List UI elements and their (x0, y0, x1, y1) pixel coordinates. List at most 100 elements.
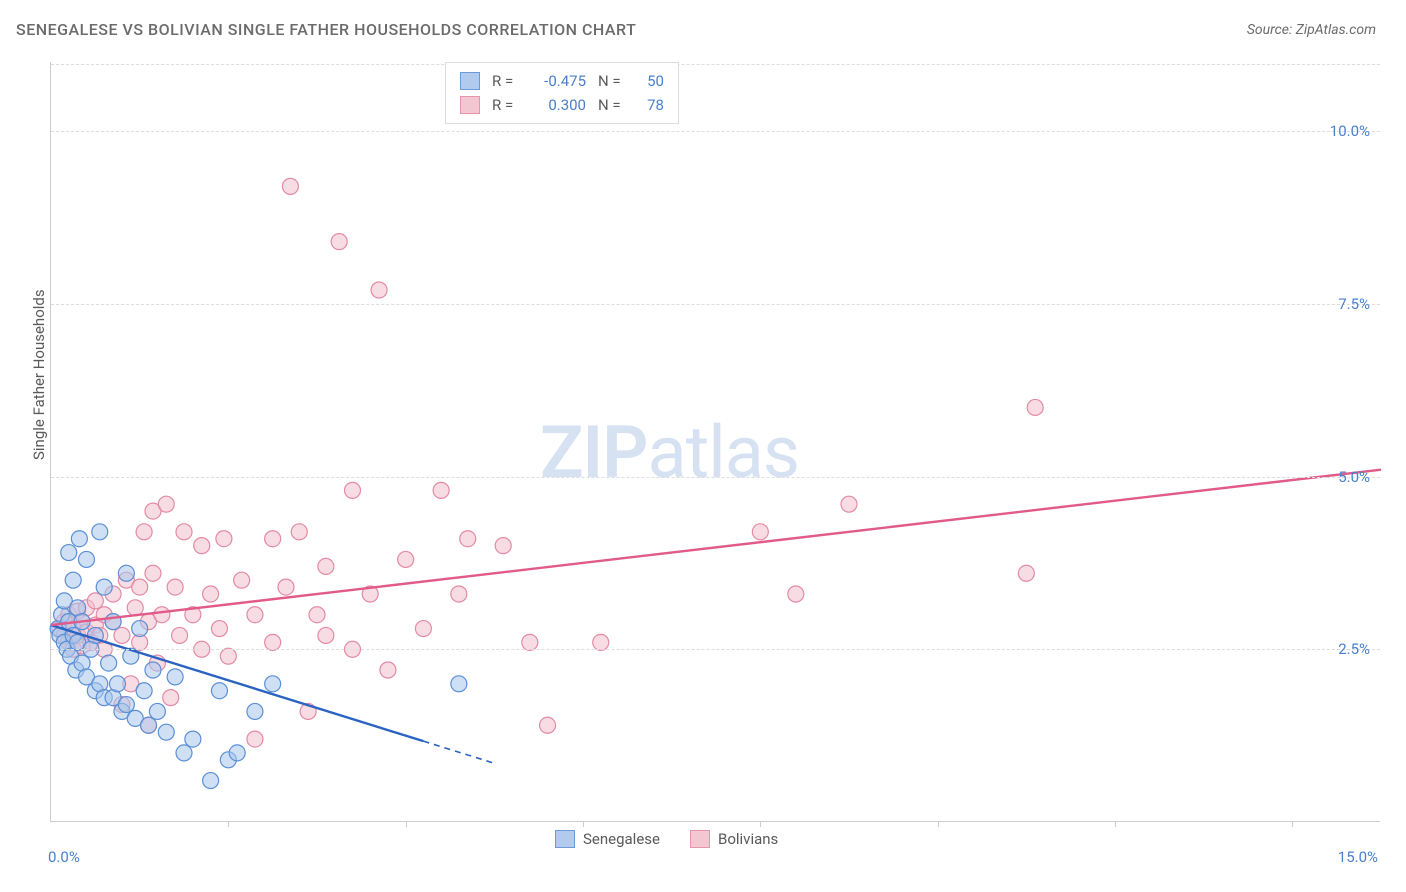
legend-r-senegalese: -0.475 (528, 69, 586, 93)
scatter-point (451, 676, 467, 692)
x-origin-label: 0.0% (48, 848, 80, 866)
legend-r-label-2: R = (492, 93, 520, 117)
x-tick-mark (1292, 821, 1293, 827)
legend-item-senegalese: Senegalese (555, 830, 660, 848)
scatter-point (154, 607, 170, 623)
legend-swatch-senegalese-bottom (555, 830, 575, 848)
scatter-point (1027, 399, 1043, 415)
scatter-point (203, 773, 219, 789)
gridline (51, 131, 1380, 132)
x-tick-mark (1115, 821, 1116, 827)
legend-r-label: R = (492, 69, 520, 93)
legend-swatch-senegalese (460, 72, 480, 90)
scatter-point (71, 531, 87, 547)
scatter-point (118, 565, 134, 581)
scatter-point (380, 662, 396, 678)
scatter-point (247, 607, 263, 623)
series-label-bolivians: Bolivians (718, 830, 778, 848)
scatter-point (371, 282, 387, 298)
scatter-point (176, 745, 192, 761)
scatter-point (265, 531, 281, 547)
scatter-point (265, 634, 281, 650)
scatter-point (61, 545, 77, 561)
legend-n-label: N = (598, 69, 626, 93)
scatter-point (398, 551, 414, 567)
plot-svg (51, 62, 1380, 821)
scatter-point (163, 690, 179, 706)
gridline (51, 304, 1380, 305)
x-max-label: 15.0% (1338, 848, 1378, 866)
scatter-point (234, 572, 250, 588)
scatter-point (158, 496, 174, 512)
legend-correlation: R = -0.475 N = 50 R = 0.300 N = 78 (445, 62, 679, 124)
scatter-point (145, 662, 161, 678)
scatter-point (344, 482, 360, 498)
scatter-point (87, 593, 103, 609)
legend-row-senegalese: R = -0.475 N = 50 (460, 69, 664, 93)
scatter-point (176, 524, 192, 540)
scatter-point (291, 524, 307, 540)
legend-swatch-bolivians-bottom (690, 830, 710, 848)
y-tick-label: 5.0% (1338, 468, 1370, 486)
gridline (51, 477, 1380, 478)
scatter-point (247, 703, 263, 719)
scatter-point (495, 538, 511, 554)
scatter-point (522, 634, 538, 650)
scatter-point (185, 731, 201, 747)
legend-swatch-bolivians (460, 96, 480, 114)
scatter-point (194, 538, 210, 554)
scatter-point (172, 627, 188, 643)
trendline (51, 470, 1381, 625)
scatter-point (318, 627, 334, 643)
scatter-point (318, 558, 334, 574)
correlation-chart: SENEGALESE VS BOLIVIAN SINGLE FATHER HOU… (0, 0, 1406, 892)
source-prefix: Source: (1247, 22, 1296, 38)
scatter-point (593, 634, 609, 650)
scatter-point (136, 683, 152, 699)
scatter-point (265, 676, 281, 692)
scatter-point (110, 676, 126, 692)
scatter-point (247, 731, 263, 747)
legend-row-bolivians: R = 0.300 N = 78 (460, 93, 664, 117)
scatter-point (1018, 565, 1034, 581)
x-tick-mark (760, 821, 761, 827)
legend-n-bolivians: 78 (634, 93, 664, 117)
scatter-point (841, 496, 857, 512)
scatter-point (158, 724, 174, 740)
chart-source: Source: ZipAtlas.com (1247, 22, 1376, 38)
legend-r-bolivians: 0.300 (528, 93, 586, 117)
x-tick-mark (406, 821, 407, 827)
scatter-point (145, 565, 161, 581)
trendline-dashed (423, 741, 494, 763)
scatter-point (211, 621, 227, 637)
scatter-point (282, 178, 298, 194)
source-name: ZipAtlas.com (1296, 22, 1376, 38)
scatter-point (101, 655, 117, 671)
scatter-point (309, 607, 325, 623)
scatter-point (167, 669, 183, 685)
scatter-point (203, 586, 219, 602)
scatter-point (433, 482, 449, 498)
scatter-point (788, 586, 804, 602)
y-tick-label: 10.0% (1330, 122, 1370, 140)
scatter-point (540, 717, 556, 733)
y-axis-label: Single Father Households (30, 289, 48, 460)
scatter-point (229, 745, 245, 761)
scatter-point (278, 579, 294, 595)
legend-n-senegalese: 50 (634, 69, 664, 93)
scatter-point (96, 579, 112, 595)
gridline (51, 64, 1380, 65)
x-tick-mark (228, 821, 229, 827)
plot-area: 2.5%5.0%7.5%10.0% (50, 62, 1380, 822)
scatter-point (136, 524, 152, 540)
x-tick-mark (938, 821, 939, 827)
scatter-point (78, 551, 94, 567)
scatter-point (211, 683, 227, 699)
scatter-point (132, 621, 148, 637)
scatter-point (216, 531, 232, 547)
series-label-senegalese: Senegalese (583, 830, 660, 848)
scatter-point (331, 234, 347, 250)
scatter-point (167, 579, 183, 595)
gridline (51, 649, 1380, 650)
scatter-point (415, 621, 431, 637)
